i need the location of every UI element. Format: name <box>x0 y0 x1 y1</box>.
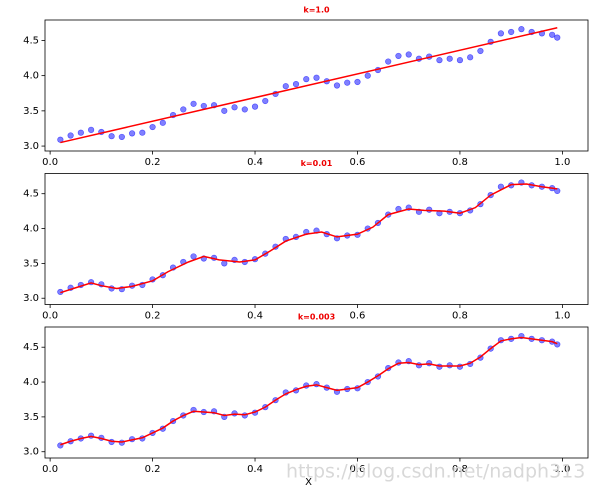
chart-title: k=0.003 <box>298 313 335 322</box>
y-tick-label: 3.0 <box>23 447 39 458</box>
scatter-point <box>241 106 248 113</box>
scatter-point <box>190 100 197 107</box>
scatter-point <box>180 106 187 113</box>
y-tick-label: 4.0 <box>23 224 39 235</box>
y-tick-label: 4.5 <box>23 342 39 353</box>
x-tick-label: 0.4 <box>247 464 263 475</box>
scatter-point <box>364 72 371 79</box>
x-tick-label: 0.6 <box>350 311 366 322</box>
y-tick-label: 3.5 <box>23 258 39 269</box>
scatter-point <box>508 28 515 36</box>
y-tick-label: 3.5 <box>23 412 39 423</box>
scatter-point <box>436 57 443 64</box>
scatter-point <box>395 52 402 60</box>
x-tick-label: 0.2 <box>145 311 161 322</box>
scatter-point <box>313 74 320 81</box>
x-tick-label: 1.0 <box>554 311 570 322</box>
chart-title: k=0.01 <box>301 159 333 168</box>
scatter-point <box>467 54 474 61</box>
fit-line <box>60 336 558 446</box>
fit-line <box>60 27 558 144</box>
scatter-point <box>200 102 207 110</box>
fit-line <box>60 183 558 294</box>
x-tick-label: 0.2 <box>145 464 161 475</box>
scatter-point <box>251 103 259 110</box>
scatter-point <box>292 80 300 88</box>
scatter-point <box>118 133 125 141</box>
scatter-point <box>108 133 115 140</box>
x-tick-label: 0.0 <box>42 464 58 475</box>
scatter-point <box>518 26 525 33</box>
axes-frame <box>44 19 589 152</box>
scatter-point <box>344 79 351 86</box>
y-tick-label: 3.0 <box>23 141 39 152</box>
scatter-point <box>446 55 453 62</box>
scatter-point <box>426 206 433 213</box>
y-tick-label: 4.5 <box>23 35 39 46</box>
axes-frame <box>44 173 589 305</box>
x-tick-label: 1.0 <box>554 157 570 168</box>
scatter-point <box>477 47 484 55</box>
y-tick-label: 4.0 <box>23 377 39 388</box>
y-tick-label: 3.5 <box>23 106 39 117</box>
x-tick-label: 0.6 <box>350 464 366 475</box>
y-tick-label: 3.0 <box>23 293 39 304</box>
x-tick-label: 0.6 <box>350 157 366 168</box>
scatter-point <box>67 132 74 139</box>
x-axis-label: X <box>305 477 312 488</box>
scatter-point <box>497 30 505 37</box>
scatter-point <box>554 34 561 41</box>
scatter-point <box>303 76 310 83</box>
y-tick-label: 4.5 <box>23 189 39 200</box>
scatter-point <box>231 104 238 111</box>
scatter-point <box>77 129 84 136</box>
scatter-point <box>385 58 392 65</box>
y-tick-label: 4.0 <box>23 71 39 82</box>
scatter-point <box>221 107 228 114</box>
scatter-point <box>354 78 361 86</box>
x-tick-label: 0.0 <box>42 311 58 322</box>
scatter-point <box>333 82 341 89</box>
scatter-point <box>128 130 136 137</box>
scatter-point <box>282 83 289 90</box>
scatter-point <box>159 119 166 126</box>
scatter-point <box>549 31 556 38</box>
scatter-point <box>149 123 156 131</box>
x-tick-label: 0.8 <box>452 157 468 168</box>
scatter-point <box>405 51 412 58</box>
scatter-point <box>88 126 95 133</box>
x-tick-label: 0.2 <box>145 157 161 168</box>
x-tick-label: 0.8 <box>452 311 468 322</box>
scatter-point <box>456 57 464 64</box>
scatter-point <box>221 260 228 267</box>
scatter-point <box>139 129 146 136</box>
x-tick-label: 0.4 <box>247 311 263 322</box>
x-tick-label: 0.8 <box>452 464 468 475</box>
x-tick-label: 0.0 <box>42 157 58 168</box>
axes-frame <box>44 326 589 459</box>
watermark: https://blog.csdn.net/nadph313 <box>286 461 585 483</box>
scatter-point <box>190 253 197 260</box>
scatter-point <box>262 97 269 105</box>
x-tick-label: 1.0 <box>554 464 570 475</box>
x-tick-label: 0.4 <box>247 157 263 168</box>
chart-title: k=1.0 <box>303 6 330 15</box>
